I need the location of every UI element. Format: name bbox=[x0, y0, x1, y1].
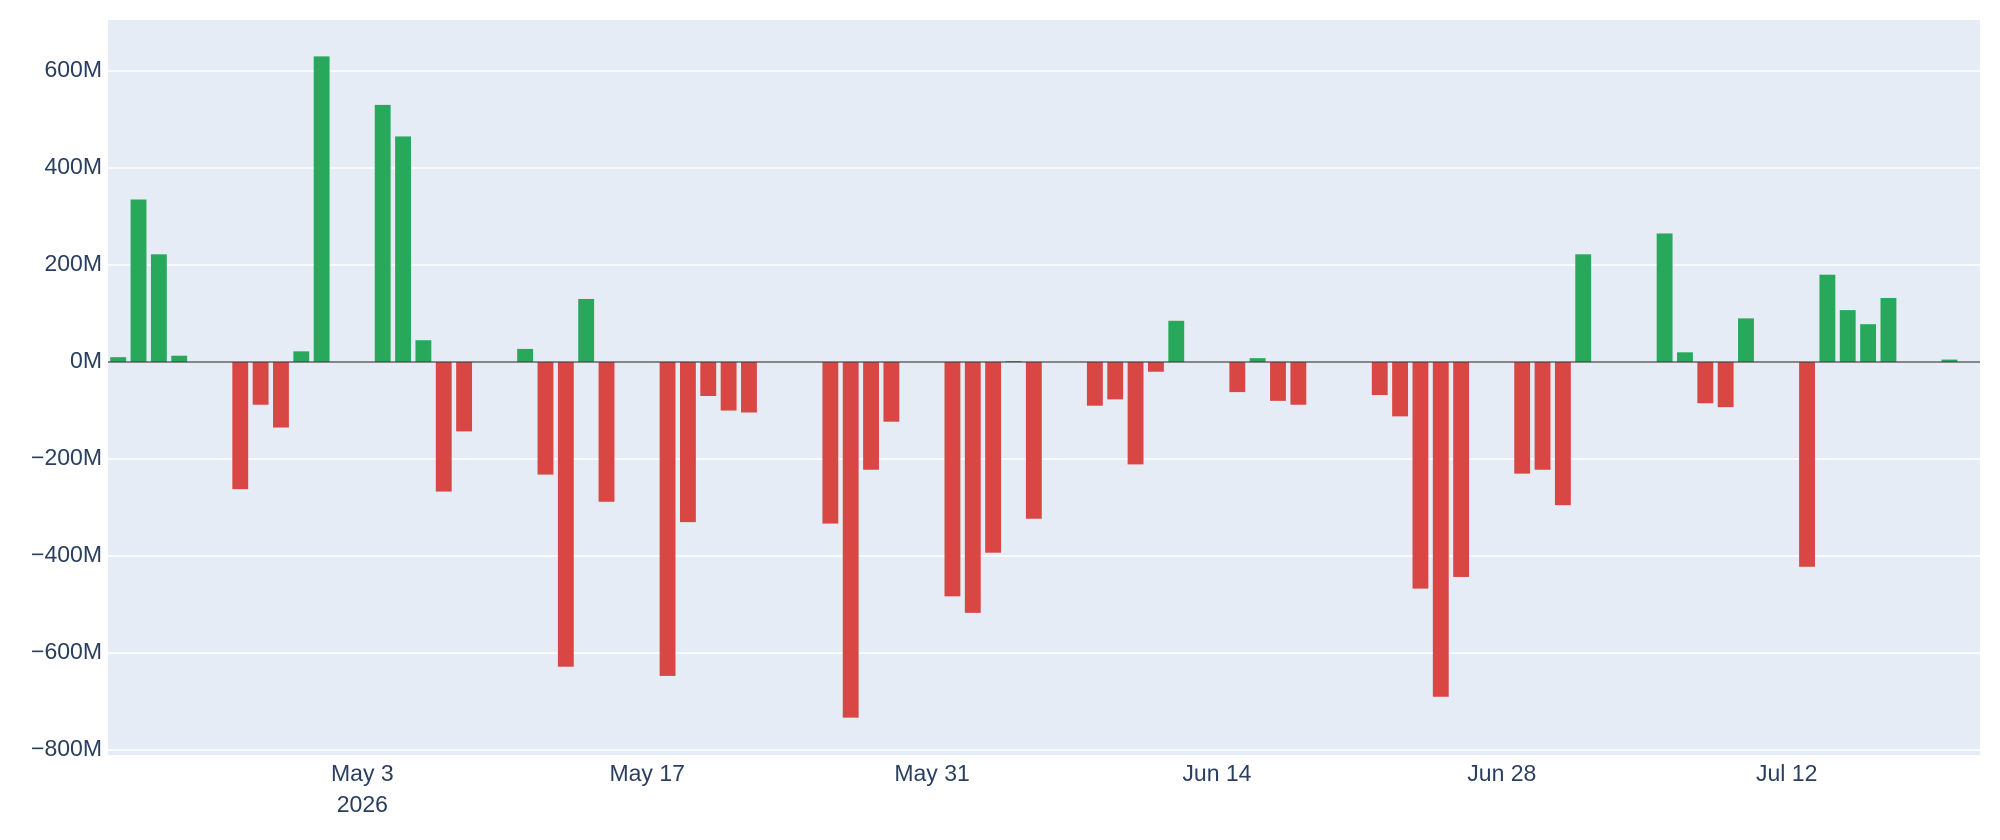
bar bbox=[944, 362, 961, 597]
bar bbox=[1107, 362, 1124, 400]
bar bbox=[130, 199, 147, 363]
y-tick-label: −200M bbox=[31, 444, 102, 470]
bar bbox=[1799, 362, 1815, 567]
bar bbox=[313, 56, 330, 363]
bar bbox=[863, 362, 879, 470]
y-tick-label: −400M bbox=[31, 541, 102, 567]
bar bbox=[1717, 362, 1734, 408]
bar bbox=[985, 362, 1002, 553]
bar bbox=[1514, 362, 1531, 474]
bar bbox=[822, 362, 839, 524]
bar bbox=[1453, 362, 1470, 577]
bar bbox=[1025, 362, 1042, 519]
bar bbox=[1290, 362, 1307, 405]
bar bbox=[964, 362, 981, 613]
y-tick-label: 400M bbox=[44, 153, 102, 179]
bar bbox=[293, 351, 310, 363]
bar bbox=[110, 357, 127, 363]
bar bbox=[517, 348, 534, 363]
bar bbox=[171, 355, 188, 363]
bar bbox=[578, 298, 595, 363]
bar bbox=[1229, 362, 1246, 393]
x-tick-label: May 3 2026 bbox=[331, 760, 394, 817]
bar bbox=[1697, 362, 1714, 404]
bar bbox=[700, 362, 717, 396]
bar bbox=[374, 104, 391, 363]
bar bbox=[679, 362, 696, 523]
bar bbox=[395, 136, 411, 363]
bar bbox=[883, 362, 900, 422]
y-tick-label: 0M bbox=[70, 347, 102, 373]
bar bbox=[1534, 362, 1551, 470]
bar bbox=[1249, 358, 1266, 363]
bar bbox=[741, 362, 757, 413]
bar bbox=[1860, 324, 1877, 363]
bar bbox=[1168, 320, 1185, 363]
bar bbox=[1432, 362, 1449, 697]
x-tick-label: May 31 bbox=[894, 760, 969, 786]
bar bbox=[1371, 362, 1388, 396]
bar bbox=[842, 362, 859, 718]
bar bbox=[1677, 352, 1693, 363]
y-tick-label: −800M bbox=[31, 735, 102, 761]
y-tick-label: 200M bbox=[44, 250, 102, 276]
bar bbox=[1554, 362, 1571, 506]
bar bbox=[1819, 274, 1836, 363]
bar bbox=[1575, 254, 1592, 363]
bar bbox=[557, 362, 574, 667]
bar bbox=[1880, 297, 1897, 363]
bar bbox=[415, 340, 432, 363]
bar bbox=[232, 362, 249, 490]
bar bbox=[435, 362, 452, 492]
bar bbox=[1656, 233, 1673, 363]
bar bbox=[1941, 359, 1958, 363]
x-tick-label: Jun 14 bbox=[1182, 760, 1251, 786]
bar bbox=[598, 362, 615, 502]
bar bbox=[1127, 362, 1144, 465]
y-tick-label: −600M bbox=[31, 638, 102, 664]
bar bbox=[252, 362, 269, 405]
bar bbox=[1412, 362, 1429, 589]
bar bbox=[1147, 362, 1164, 372]
bar bbox=[1839, 310, 1856, 363]
bar bbox=[1086, 362, 1103, 406]
x-tick-label: Jun 28 bbox=[1467, 760, 1536, 786]
bar bbox=[456, 362, 473, 432]
x-tick-label: Jul 12 bbox=[1756, 760, 1817, 786]
bar bbox=[1738, 318, 1754, 363]
x-tick-label: May 17 bbox=[609, 760, 684, 786]
bar bbox=[273, 362, 289, 428]
bar bbox=[659, 362, 676, 676]
y-tick-label: 600M bbox=[44, 56, 102, 82]
plot-area bbox=[108, 20, 1980, 755]
bar bbox=[1270, 362, 1286, 401]
bar bbox=[150, 254, 167, 363]
bar bbox=[720, 362, 737, 411]
bar bbox=[1392, 362, 1409, 417]
bar bbox=[537, 362, 554, 475]
